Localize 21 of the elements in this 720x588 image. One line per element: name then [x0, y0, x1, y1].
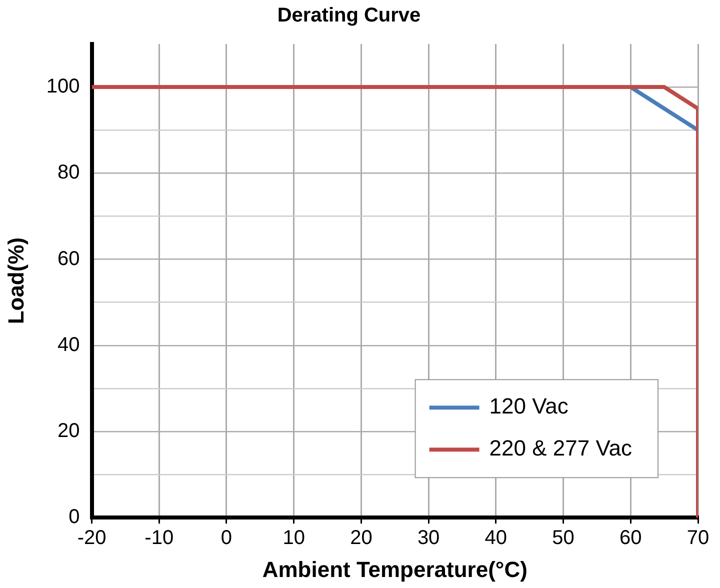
- x-tick-label: 60: [620, 527, 642, 550]
- x-tick-label: 70: [686, 527, 710, 550]
- x-tick-label: 10: [282, 527, 305, 550]
- y-tick-label: 0: [68, 506, 80, 528]
- x-tick-label: -20: [77, 527, 106, 550]
- y-tick-label: 20: [58, 420, 80, 442]
- y-tick-label: 60: [58, 248, 80, 270]
- y-axis-title: Load(%): [3, 237, 28, 324]
- legend-label: 220 & 277 Vac: [489, 436, 632, 461]
- legend-label: 120 Vac: [489, 394, 568, 419]
- x-tick-label: 30: [417, 527, 440, 550]
- x-tick-label: -10: [144, 527, 174, 550]
- x-tick-label: 0: [220, 527, 232, 550]
- y-tick-label: 40: [58, 334, 80, 356]
- x-tick-label: 20: [350, 527, 372, 550]
- x-tick-label: 50: [552, 527, 574, 550]
- x-axis-title: Ambient Temperature(°C): [262, 556, 528, 582]
- chart-title: Derating Curve: [277, 4, 421, 27]
- y-tick-label: 80: [58, 162, 80, 184]
- y-tick-label: 100: [46, 76, 80, 98]
- x-tick-label: 40: [484, 527, 508, 550]
